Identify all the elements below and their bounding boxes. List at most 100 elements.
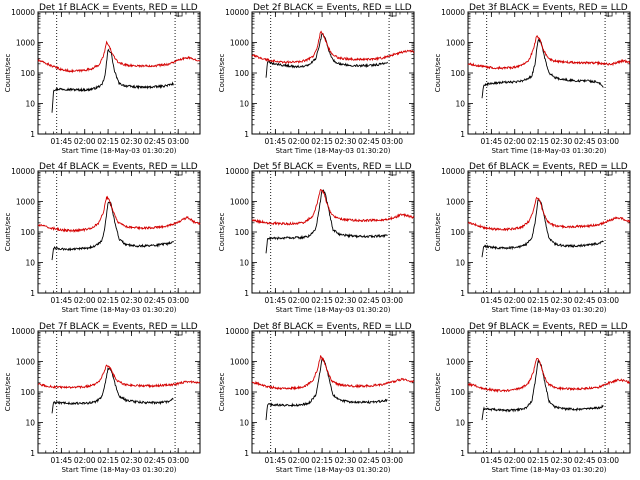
y-axis-label: Counts/sec [218, 373, 226, 412]
corner-marker [389, 330, 397, 336]
x-tick-label: 03:00 [167, 456, 189, 465]
x-tick-label: 02:45 [144, 137, 166, 146]
plot-title: Det 9f BLACK = Events, RED = LLD [469, 322, 628, 332]
x-axis-label: Start Time (18-May-03 01:30:20) [491, 147, 606, 155]
y-tick-label: 10000 [441, 167, 465, 176]
y-tick-label: 10000 [225, 167, 249, 176]
y-axis-label: Counts/sec [4, 54, 12, 93]
detector-plot-6: Det 6f BLACK = Events, RED = LLD 1 10 100 10… [434, 162, 631, 314]
x-tick-label: 02:15 [97, 296, 119, 305]
x-tick-label: 02:00 [288, 456, 310, 465]
x-tick-label: 02:15 [97, 137, 119, 146]
y-axis-label: Counts/sec [218, 213, 226, 252]
x-tick-label: 03:00 [597, 296, 619, 305]
y-tick-label: 10 [25, 259, 35, 268]
x-axis-label: Start Time (18-May-03 01:30:20) [61, 147, 176, 155]
series-line-events [481, 197, 604, 258]
detector-plot-5: Det 5f BLACK = Events, RED = LLD 1 10 100 10… [218, 162, 415, 314]
x-tick-label: 02:30 [121, 296, 143, 305]
x-axis-label: Start Time (18-May-03 01:30:20) [275, 306, 390, 314]
plot-frame [37, 11, 201, 135]
y-axis-label: Counts/sec [434, 213, 442, 252]
y-tick-label: 10 [455, 259, 465, 268]
y-tick-label: 10000 [11, 327, 35, 336]
series-line-lld [37, 364, 201, 390]
x-tick-label: 02:45 [358, 296, 380, 305]
x-tick-label: 02:45 [574, 456, 596, 465]
x-tick-label: 01:45 [51, 137, 73, 146]
y-tick-label: 10 [455, 419, 465, 428]
series-line-lld [37, 40, 201, 74]
x-tick-label: 03:00 [597, 137, 619, 146]
y-tick-label: 10000 [225, 327, 249, 336]
detector-plot-8: Det 8f BLACK = Events, RED = LLD 1 10 100 10… [218, 322, 415, 474]
series-line-events [265, 357, 388, 421]
x-tick-label: 02:00 [288, 296, 310, 305]
x-axis-label: Start Time (18-May-03 01:30:20) [61, 466, 176, 474]
plot-title: Det 4f BLACK = Events, RED = LLD [39, 162, 198, 172]
y-axis-label: Counts/sec [4, 373, 12, 412]
x-tick-label: 03:00 [381, 137, 403, 146]
y-tick-label: 100 [235, 388, 250, 397]
y-tick-label: 10 [239, 100, 249, 109]
y-tick-label: 1000 [446, 39, 465, 48]
x-tick-label: 02:15 [527, 137, 549, 146]
x-tick-label: 01:45 [51, 456, 73, 465]
x-tick-label: 02:00 [504, 137, 526, 146]
detector-plot-7: Det 7f BLACK = Events, RED = LLD 1 10 100 10… [4, 322, 201, 474]
series-line-events [265, 189, 388, 254]
x-tick-label: 02:45 [144, 456, 166, 465]
series-line-lld [467, 34, 631, 71]
y-tick-label: 10000 [225, 8, 249, 17]
corner-marker [605, 330, 613, 336]
corner-marker [605, 11, 613, 17]
y-tick-label: 10 [239, 419, 249, 428]
x-tick-label: 03:00 [381, 296, 403, 305]
corner-marker [175, 11, 183, 17]
x-axis-label: Start Time (18-May-03 01:30:20) [491, 306, 606, 314]
y-tick-label: 10 [25, 100, 35, 109]
plot-title: Det 5f BLACK = Events, RED = LLD [253, 162, 412, 172]
y-tick-label: 10 [455, 100, 465, 109]
detector-plot-3: Det 3f BLACK = Events, RED = LLD 1 10 100 10… [434, 3, 631, 155]
detector-plot-4: Det 4f BLACK = Events, RED = LLD 1 10 100 10… [4, 162, 201, 314]
x-tick-label: 02:45 [574, 137, 596, 146]
x-axis-label: Start Time (18-May-03 01:30:20) [491, 466, 606, 474]
x-tick-label: 02:45 [574, 296, 596, 305]
y-tick-label: 10000 [441, 8, 465, 17]
x-tick-label: 02:00 [504, 296, 526, 305]
y-tick-label: 10 [25, 419, 35, 428]
x-tick-label: 02:15 [311, 137, 333, 146]
y-axis-label: Counts/sec [434, 54, 442, 93]
corner-marker [389, 170, 397, 176]
corner-marker [605, 170, 613, 176]
y-axis-label: Counts/sec [4, 213, 12, 252]
y-axis-label: Counts/sec [434, 373, 442, 412]
plot-frame [467, 330, 631, 454]
x-tick-label: 03:00 [381, 456, 403, 465]
detector-plot-1: Det 1f BLACK = Events, RED = LLD 1 10 100 10… [4, 3, 201, 155]
y-tick-label: 1000 [230, 39, 249, 48]
x-tick-label: 02:30 [551, 456, 573, 465]
x-tick-label: 02:30 [551, 137, 573, 146]
y-tick-label: 100 [235, 228, 250, 237]
series-line-lld [251, 188, 415, 226]
y-tick-label: 100 [21, 228, 36, 237]
x-tick-label: 01:45 [265, 137, 287, 146]
y-tick-label: 100 [451, 228, 466, 237]
x-tick-label: 02:45 [358, 456, 380, 465]
x-tick-label: 01:45 [481, 456, 503, 465]
series-line-lld [251, 355, 415, 391]
detector-plot-2: Det 2f BLACK = Events, RED = LLD 1 10 100 10… [218, 3, 415, 155]
x-tick-label: 02:30 [335, 137, 357, 146]
plot-title: Det 2f BLACK = Events, RED = LLD [253, 3, 412, 13]
x-tick-label: 01:45 [481, 296, 503, 305]
corner-marker [175, 170, 183, 176]
y-tick-label: 1000 [230, 198, 249, 207]
y-tick-label: 1000 [230, 358, 249, 367]
plot-title: Det 6f BLACK = Events, RED = LLD [469, 162, 628, 172]
x-tick-label: 02:15 [311, 296, 333, 305]
y-tick-label: 1 [460, 130, 465, 139]
x-tick-label: 02:15 [527, 456, 549, 465]
